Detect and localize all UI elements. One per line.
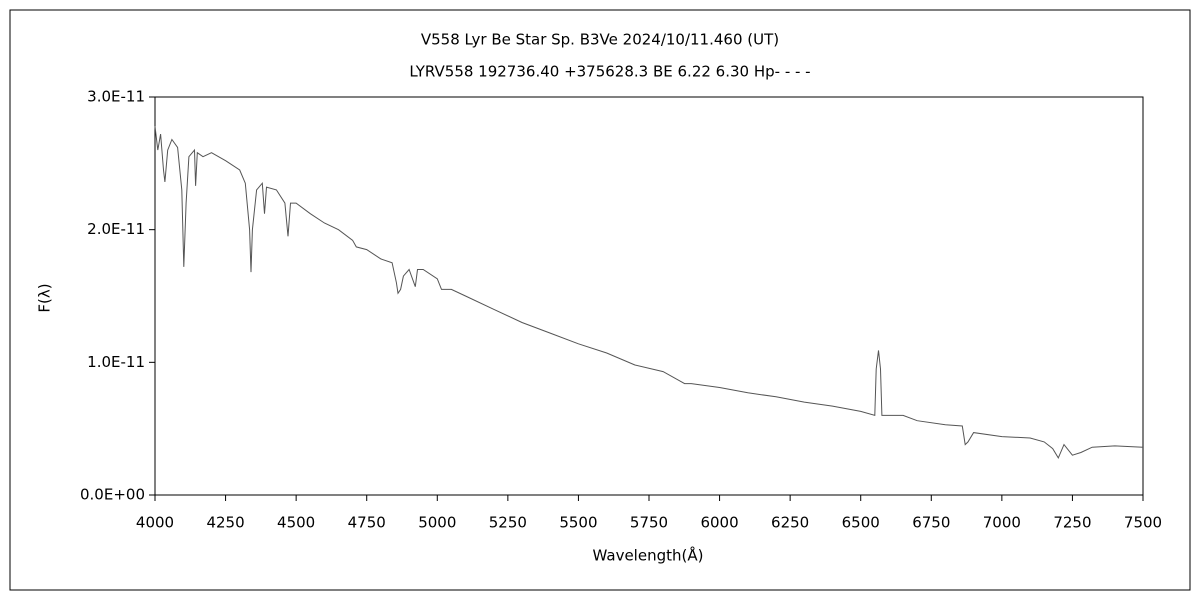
x-tick-label: 7250 xyxy=(1053,514,1091,532)
x-tick-label: 4250 xyxy=(206,514,244,532)
x-tick-label: 7500 xyxy=(1124,514,1162,532)
x-tick-label: 5750 xyxy=(630,514,668,532)
y-tick-label: 1.0E-11 xyxy=(87,353,145,371)
chart-subtitle: LYRV558 192736.40 +375628.3 BE 6.22 6.30… xyxy=(409,63,810,81)
x-tick-label: 4750 xyxy=(348,514,386,532)
chart-title: V558 Lyr Be Star Sp. B3Ve 2024/10/11.460… xyxy=(421,31,779,49)
y-tick-label: 2.0E-11 xyxy=(87,220,145,238)
x-tick-label: 4000 xyxy=(136,514,174,532)
x-tick-label: 5500 xyxy=(559,514,597,532)
y-tick-label: 0.0E+00 xyxy=(80,486,145,504)
spectrum-line xyxy=(154,126,1144,459)
x-tick-label: 6750 xyxy=(912,514,950,532)
x-tick-label: 6500 xyxy=(842,514,880,532)
x-tick-label: 6000 xyxy=(700,514,738,532)
x-tick-label: 5250 xyxy=(489,514,527,532)
x-tick-label: 7000 xyxy=(983,514,1021,532)
frame xyxy=(9,9,1191,591)
x-tick-label: 4500 xyxy=(277,514,315,532)
y-tick-label: 3.0E-11 xyxy=(87,88,145,106)
x-tick-label: 5000 xyxy=(418,514,456,532)
y-axis-label: F(λ) xyxy=(36,283,54,312)
x-tick-label: 6250 xyxy=(771,514,809,532)
x-axis-label: Wavelength(Å) xyxy=(593,546,704,565)
